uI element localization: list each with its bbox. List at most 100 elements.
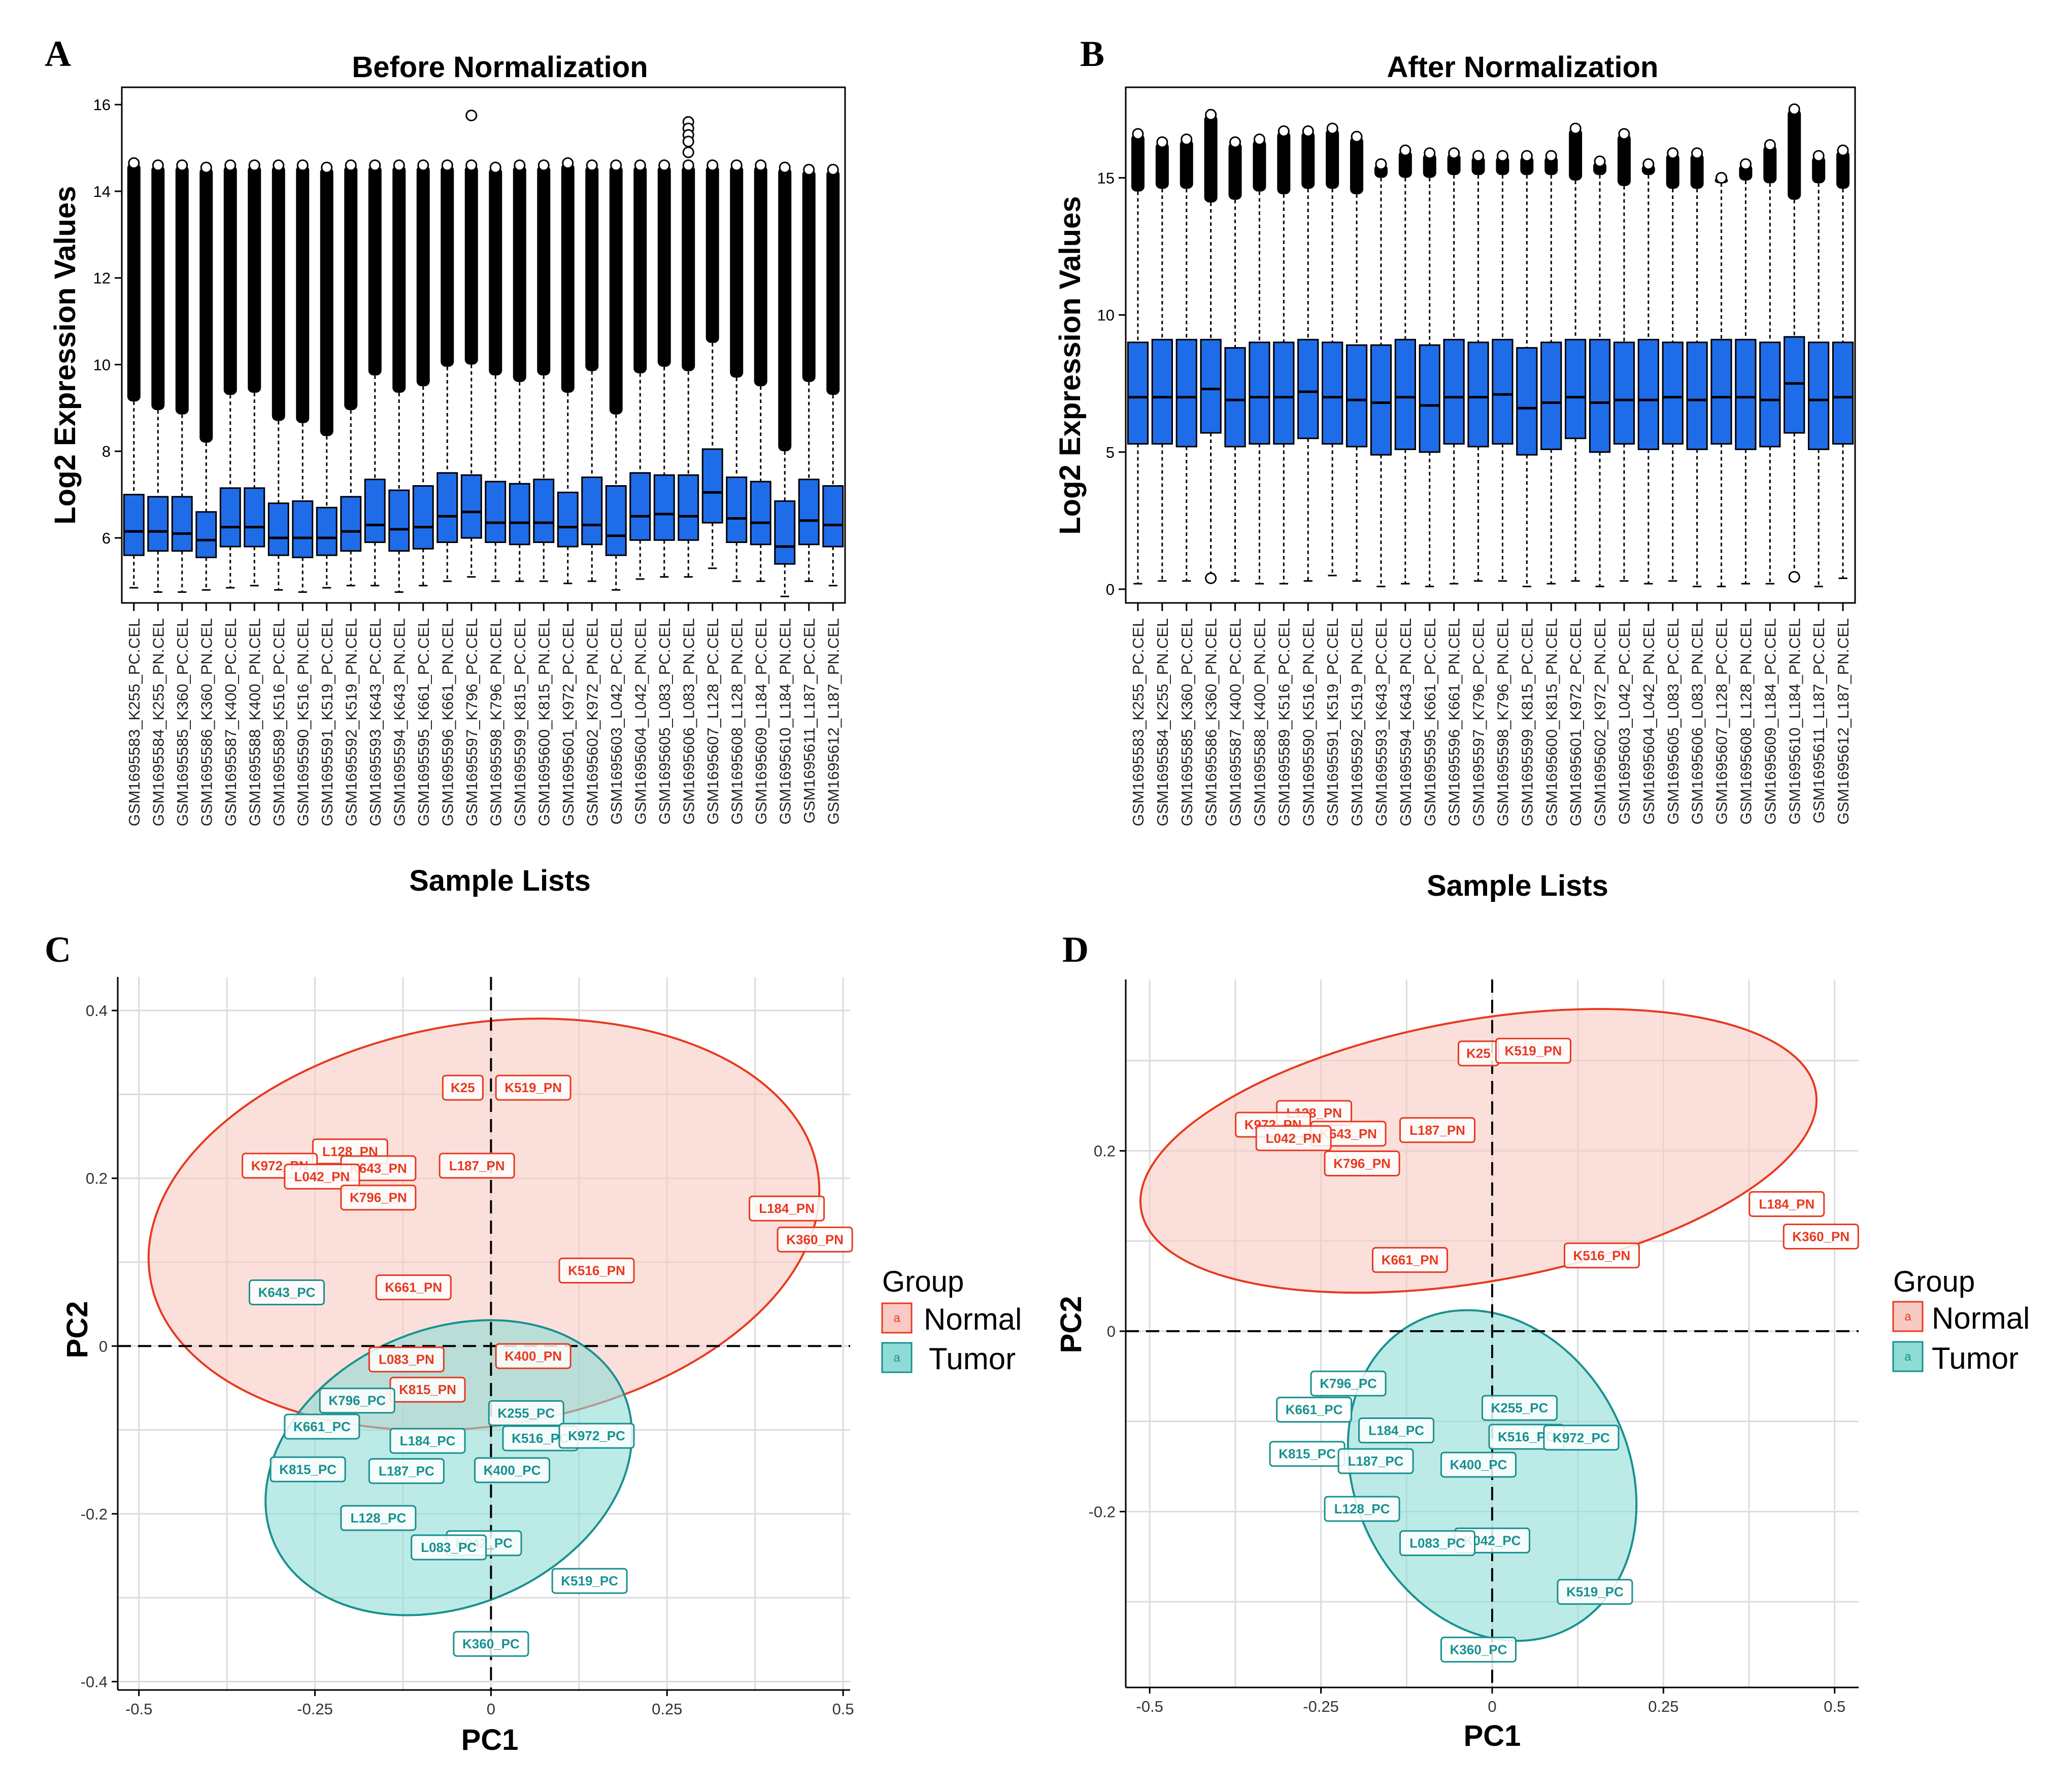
panel-a-outlier-point [682, 136, 694, 148]
panel-c-point-label: L128_PC [350, 1510, 406, 1526]
panel-a-outlier-column [754, 165, 767, 387]
panel-c-point-label-box [749, 1195, 825, 1222]
panel-a-outlier-column [296, 165, 310, 423]
panel-a-outlier-column [127, 163, 141, 401]
panel-b-sample-label: GSM1695584_K255_PN.CEL [1154, 618, 1171, 826]
panel-d-point-label: L187_PN [1409, 1123, 1465, 1138]
panel-a-sample-label: GSM1695608_L128_PN.CEL [728, 618, 746, 825]
panel-b-outlier-point [1788, 103, 1800, 115]
panel-c-point-label-box [368, 1346, 445, 1373]
panel-c-point-label-box [558, 1258, 635, 1284]
panel-b-outlier-point [1205, 109, 1217, 121]
panel-a-outlier-column [826, 170, 840, 395]
panel-b-box [1735, 339, 1757, 450]
panel-a-box [533, 479, 555, 543]
panel-b-outlier-column [1788, 109, 1801, 200]
panel-a-ytick-label: 14 [93, 183, 111, 200]
panel-a-xlabel: Sample Lists [409, 864, 591, 897]
panel-b-sample-label: GSM1695594_K643_PN.CEL [1397, 618, 1415, 826]
panel-b-outlier-point [1448, 147, 1460, 159]
panel-d-ytick-label: -0.2 [1089, 1503, 1116, 1520]
panel-b-outlier-column [1398, 150, 1412, 178]
legend-c-tumor-label: Tumor [929, 1342, 1016, 1376]
panel-a-outlier-point [682, 146, 694, 158]
panel-c-point-label: K796_PC [328, 1393, 386, 1408]
panel-d-ylabel: PC2 [1055, 1296, 1088, 1354]
panel-b-outlier-point [1326, 122, 1338, 134]
legend-d-tumor-key-glyph: a [1904, 1350, 1911, 1364]
panel-b-box [1394, 339, 1416, 450]
panel-a-outlier-point [465, 109, 478, 121]
panel-b-sample-label: GSM1695589_K516_PC.CEL [1275, 618, 1293, 826]
panel-a-box [195, 511, 217, 558]
panel-b-sample-label: GSM1695592_K519_PN.CEL [1348, 618, 1366, 826]
panel-b-outlier-column [1763, 145, 1777, 184]
panel-c-point-label-box [558, 1423, 635, 1449]
panel-b-sample-label: GSM1695606_L083_PN.CEL [1689, 618, 1706, 825]
panel-d-xtick-label: 0 [1488, 1698, 1496, 1715]
panel-a-ytick-label: 8 [102, 443, 111, 460]
panel-b-sample-label: GSM1695595_K661_PC.CEL [1421, 618, 1439, 826]
panel-b-outlier-column [1617, 133, 1631, 186]
panel-a-sample-label: GSM1695612_L187_PN.CEL [824, 618, 842, 825]
panel-c-point-label: L083_PC [421, 1540, 477, 1555]
panel-b-outlier-point [1521, 150, 1533, 162]
legend-c-tumor-key-glyph: a [893, 1351, 900, 1365]
panel-a-ytick-label: 12 [93, 269, 111, 287]
panel-a-outlier-column [778, 167, 792, 452]
legend-c-normal-key-glyph: a [893, 1311, 900, 1325]
panel-a-outlier-point [296, 159, 309, 172]
panel-d-point-label: K661_PC [1286, 1402, 1343, 1417]
panel-a-outlier-point [321, 161, 333, 174]
panel-a-outlier-column [416, 165, 430, 387]
panel-b-ytick-label: 0 [1106, 581, 1115, 598]
panel-d-point-label-box [1495, 1037, 1571, 1064]
panel-a-outlier-column [441, 165, 454, 367]
panel-b-outlier-point [1642, 158, 1655, 170]
panel-a-box [147, 496, 169, 552]
panel-b-box [1808, 342, 1830, 450]
panel-c-point-label-box [389, 1428, 466, 1454]
panel-b-outlier-point [1375, 158, 1387, 170]
panel-b-sample-label: GSM1695587_K400_PC.CEL [1227, 618, 1244, 826]
legend-c-tumor-key [881, 1342, 913, 1373]
panel-a-outlier-point [707, 159, 719, 172]
panel-a-box [750, 481, 771, 546]
panel-a-sample-label: GSM1695591_K519_PC.CEL [318, 618, 336, 826]
panel-b-plot-frame [1125, 86, 1856, 604]
panel-b-outlier-point [1399, 144, 1411, 156]
panel-b-sample-label: GSM1695593_K643_PC.CEL [1372, 618, 1390, 826]
panel-a-ytick-label: 6 [102, 529, 111, 547]
panel-a-title: Before Normalization [352, 51, 648, 84]
panel-a-box [364, 479, 386, 543]
panel-c-point-label-box [551, 1568, 628, 1594]
panel-a-box [581, 476, 603, 546]
panel-b-sample-label: GSM1695607_L128_PC.CEL [1713, 618, 1731, 825]
panel-b-outlier-column [1350, 137, 1364, 194]
panel-b-sample-label: GSM1695588_K400_PN.CEL [1251, 618, 1268, 826]
panel-b-outlier-column [1228, 142, 1242, 200]
panel-b-sample-label: GSM1695611_L187_PC.CEL [1810, 618, 1828, 823]
panel-c-point-label: K643_PC [258, 1285, 316, 1300]
panel-a-outlier-column [248, 165, 261, 393]
panel-a-sample-label: GSM1695610_L184_PN.CEL [776, 618, 794, 825]
panel-a-sample-label: GSM1695592_K519_PN.CEL [342, 618, 360, 826]
panel-a-ylabel: Log2 Expression Values [49, 186, 82, 524]
panel-b-outlier-point [1424, 147, 1436, 159]
panel-c-xtick-label: 0.25 [652, 1700, 682, 1718]
panel-b-sample-label: GSM1695609_L184_PC.CEL [1761, 618, 1779, 825]
panel-a-box [653, 474, 675, 541]
panel-b-box [1151, 339, 1173, 445]
panel-a-sample-label: GSM1695601_K972_PC.CEL [559, 618, 577, 826]
panel-a-outlier-column [368, 165, 382, 376]
panel-a-outlier-point [489, 161, 501, 174]
panel-c-point-label: K815_PC [279, 1462, 337, 1477]
panel-c-point-label-box [375, 1274, 452, 1301]
panel-a-sample-label: GSM1695606_L083_PN.CEL [680, 618, 697, 825]
panel-d-point-label-box [1563, 1242, 1640, 1269]
panel-a-outlier-point [634, 159, 646, 172]
panel-d-point-label-box [1276, 1397, 1353, 1423]
panel-c-point-label: L083_PN [379, 1352, 434, 1367]
panel-b-outlier-point [1229, 136, 1241, 148]
panel-b-box [1759, 342, 1781, 448]
